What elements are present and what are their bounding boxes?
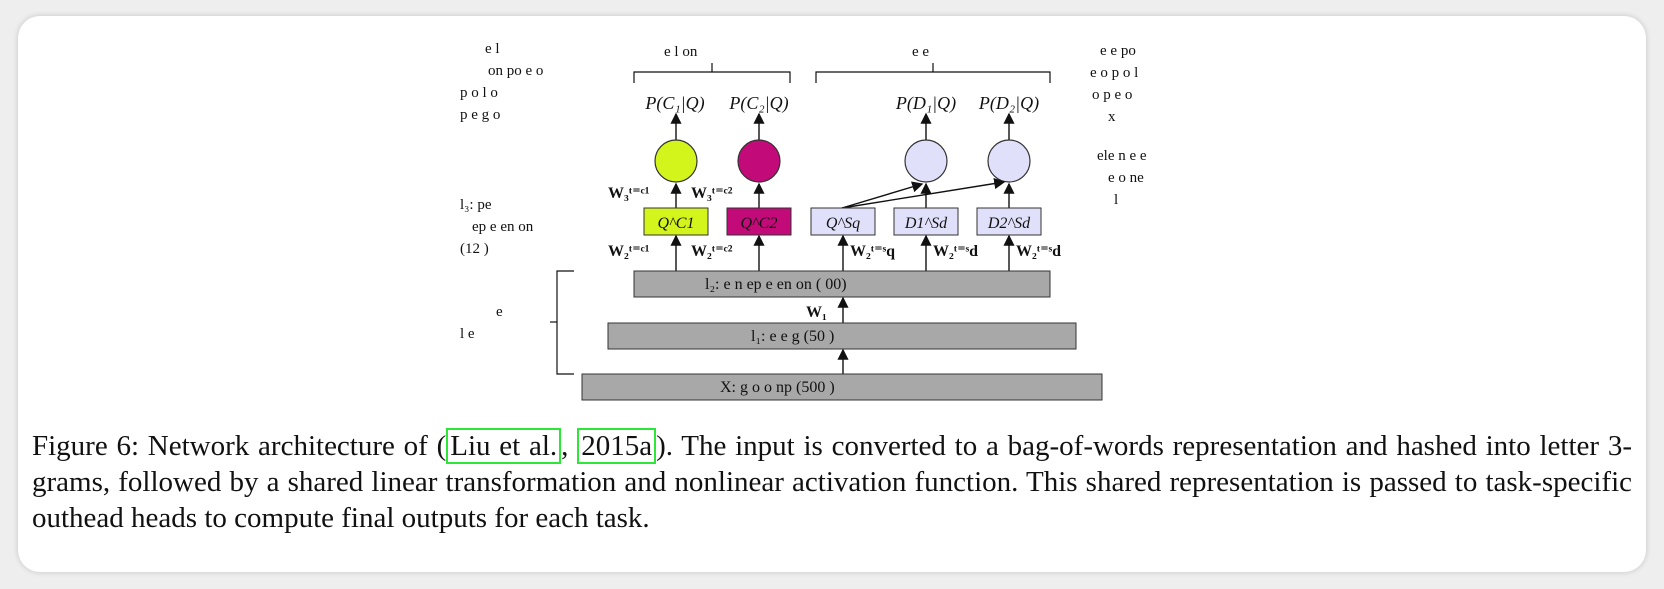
w2-label-sd1: W₂ᵗ⁼ˢd [933,243,978,260]
caption-prefix: Figure 6: Network architecture of ( [32,430,447,462]
layer-x [581,373,1103,401]
left-top-line: p o l o [460,85,498,101]
task-box-qc1 [643,207,709,236]
left-mid-line: ep e en on [472,219,534,235]
classification-bracket-label: e l on [664,44,698,60]
w3-label-c2: W₃ᵗ⁼ᶜ² [691,185,733,202]
network-diagram: e l on po e o p o l o p e g o l₃: pe ep … [460,41,1147,401]
left-top-line: e l [485,41,500,57]
left-bottom-line: e [496,304,503,320]
task-box-qc1-label: Q^C1 [658,215,695,232]
citation-link-liu[interactable]: Liu et al. [446,428,562,464]
left-mid-label: l₃: pe ep e en on (12 ) [460,197,534,257]
task-box-d2sd-label: D2^Sd [987,215,1031,232]
node-arrows [670,178,1015,209]
w2-label-c2: W₂ᵗ⁼ᶜ² [691,243,733,260]
left-top-line: p e g o [460,107,500,123]
task-box-qc2-label: Q^C2 [741,215,778,232]
caption-suffix: ). The input is converted to a bag-of-wo… [32,430,1632,534]
layer-l2-label: l₂: e n ep e en on ( 00) [705,276,847,293]
node-c2 [737,139,781,183]
node-d1 [904,139,948,183]
caption-separator: , [561,430,578,462]
figure-caption: Figure 6: Network architecture of (Liu e… [32,428,1632,536]
left-mid-line: l₃: pe [460,197,492,213]
right-mid-line: l [1114,192,1118,208]
layer-x-label: X: g o o np (500 ) [720,379,835,396]
right-mid-label: ele n e e e o ne l [1097,148,1147,208]
layer-l1 [607,322,1077,350]
left-bottom-line: l e [460,326,475,342]
output-p-d1: P(D₁|Q) [895,93,956,114]
task-arrows [670,234,1015,271]
w2-label-sd2: W₂ᵗ⁼ˢd [1016,243,1061,260]
classification-bracket [633,63,791,83]
task-box-qsq [810,207,876,236]
w2-label-sq: W₂ᵗ⁼ˢq [850,243,895,260]
output-arrows [670,112,1015,140]
ranking-bracket [815,63,1051,83]
w1-label: W₁ [806,304,827,321]
shared-layers-bracket [556,270,574,375]
left-top-line: on po e o [488,63,543,79]
output-p-c2: P(C₂|Q) [728,93,788,114]
citation-link-year[interactable]: 2015a [577,428,657,464]
right-top-line: x [1108,109,1116,125]
w2-label-c1: W₂ᵗ⁼ᶜ¹ [608,243,650,260]
task-box-d1sd-label: D1^Sd [904,215,948,232]
right-top-line: o p e o [1092,87,1132,103]
layer-l1-label: l₁: e e g (50 ) [751,328,834,345]
left-mid-line: (12 ) [460,241,489,257]
right-mid-line: e o ne [1108,170,1144,186]
right-top-line: e o p o l [1090,65,1138,81]
output-p-d2: P(D₂|Q) [978,93,1039,114]
right-mid-line: ele n e e [1097,148,1147,164]
output-p-c1: P(C₁|Q) [644,93,704,114]
right-top-line: e e po [1100,43,1136,59]
left-top-label: e l on po e o p o l o p e g o [460,41,543,123]
task-box-qsq-label: Q^Sq [826,215,860,232]
ranking-bracket-label: e e [912,44,929,60]
node-d2 [987,139,1031,183]
w3-label-c1: W₃ᵗ⁼ᶜ¹ [608,185,650,202]
right-top-label: e e po e o p o l o p e o x [1090,43,1138,125]
node-c1 [654,139,698,183]
task-box-d2sd [976,207,1042,236]
left-bottom-label: e l e [460,304,503,342]
